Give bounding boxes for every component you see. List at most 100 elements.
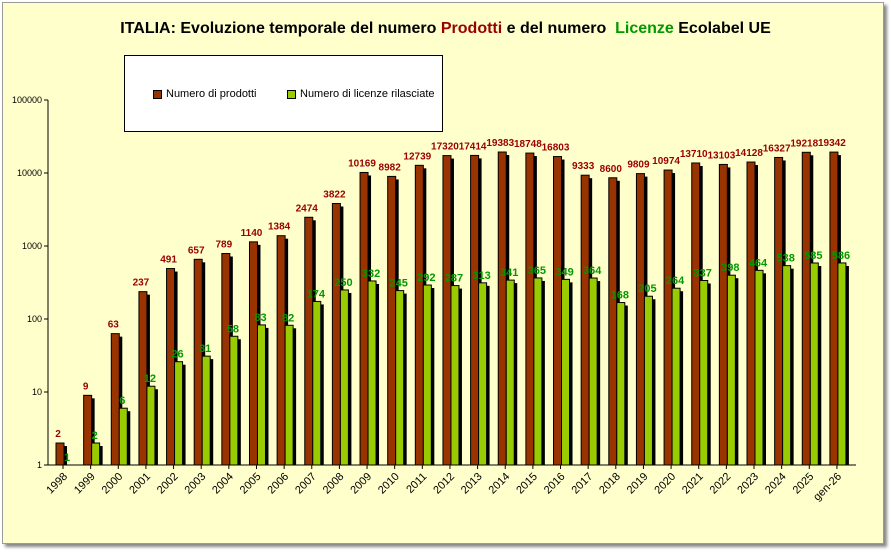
title-prodotti: Prodotti xyxy=(440,20,503,37)
bar-prodotti xyxy=(276,235,286,466)
x-tick-label: 2012 xyxy=(431,471,457,497)
legend-item-prodotti: Numero di prodotti xyxy=(153,88,257,100)
bar-licenze xyxy=(699,279,709,466)
x-tick-label: 2006 xyxy=(265,471,291,497)
data-label-licenze: 287 xyxy=(445,273,463,285)
bar-licenze xyxy=(754,269,764,466)
data-label-licenze: 168 xyxy=(611,290,629,302)
data-label-licenze: 292 xyxy=(417,272,435,284)
x-tick-label: 2016 xyxy=(542,471,568,497)
bar-licenze xyxy=(229,335,239,466)
legend-label: Numero di licenze rilasciate xyxy=(300,88,435,100)
bar-prodotti xyxy=(470,154,480,466)
bar-prodotti xyxy=(221,253,231,466)
bar-prodotti xyxy=(663,169,673,466)
data-label-prodotti: 2474 xyxy=(296,203,319,214)
bar-licenze xyxy=(339,289,349,466)
bar-prodotti xyxy=(580,174,590,466)
bar-prodotti xyxy=(331,202,341,466)
data-label-licenze: 332 xyxy=(362,268,380,280)
y-tick-label: 100000 xyxy=(12,95,42,105)
x-tick-label: 2011 xyxy=(404,471,429,496)
bar-licenze xyxy=(588,277,598,466)
bar-prodotti xyxy=(414,164,424,466)
legend: Numero di prodotti Numero di licenze ril… xyxy=(124,55,443,132)
x-tick-label: 2019 xyxy=(625,471,651,497)
bar-prodotti xyxy=(442,155,452,466)
data-label-prodotti: 2 xyxy=(55,429,61,440)
x-tick-label: 2023 xyxy=(735,471,761,497)
data-label-prodotti: 17414 xyxy=(459,141,487,152)
data-label-licenze: 538 xyxy=(776,253,794,265)
data-label-prodotti: 17320 xyxy=(431,142,459,153)
x-tick-label: 2003 xyxy=(183,471,209,497)
x-tick-label: 2004 xyxy=(210,471,236,497)
bar-prodotti xyxy=(387,175,397,466)
y-tick-label: 1000 xyxy=(22,241,42,251)
x-tick-label: 2013 xyxy=(459,471,485,497)
legend-swatch xyxy=(287,89,296,99)
bar-licenze xyxy=(312,300,322,466)
bar-licenze xyxy=(505,279,515,466)
bar-prodotti xyxy=(304,216,314,466)
data-label-prodotti: 19218 xyxy=(790,138,818,149)
data-label-licenze: 6 xyxy=(119,395,125,407)
data-label-prodotti: 10974 xyxy=(652,156,680,167)
bar-prodotti xyxy=(829,151,839,466)
x-tick-label: 1998 xyxy=(44,471,70,497)
bar-licenze xyxy=(478,282,488,466)
data-label-prodotti: 9333 xyxy=(572,161,595,172)
x-tick-label: 2014 xyxy=(487,471,513,497)
data-label-prodotti: 19342 xyxy=(818,138,846,149)
bar-licenze xyxy=(422,284,432,466)
data-label-prodotti: 18748 xyxy=(514,139,542,150)
data-label-licenze: 264 xyxy=(666,275,685,287)
bar-prodotti xyxy=(525,152,535,466)
data-label-prodotti: 1140 xyxy=(241,228,263,239)
data-label-prodotti: 8982 xyxy=(379,162,402,173)
data-label-licenze: 1 xyxy=(64,452,70,464)
bar-licenze xyxy=(118,407,128,466)
bar-licenze xyxy=(367,280,377,466)
bar-licenze xyxy=(450,285,460,466)
x-tick-label: 2017 xyxy=(569,471,595,497)
bar-licenze xyxy=(395,290,405,466)
data-label-licenze: 245 xyxy=(390,278,408,290)
data-label-licenze: 337 xyxy=(694,267,712,279)
data-label-licenze: 313 xyxy=(472,270,490,282)
data-label-licenze: 398 xyxy=(721,262,739,274)
data-label-prodotti: 19383 xyxy=(486,138,514,149)
x-tick-label: 2021 xyxy=(680,471,706,497)
bar-prodotti xyxy=(497,151,507,466)
data-label-prodotti: 12739 xyxy=(403,151,431,162)
x-tick-label: 2015 xyxy=(514,471,540,497)
x-tick-label: 2024 xyxy=(763,471,789,497)
data-label-prodotti: 657 xyxy=(188,245,205,256)
data-label-prodotti: 9809 xyxy=(627,160,650,171)
title-text: e del numero xyxy=(502,20,616,37)
data-label-prodotti: 16803 xyxy=(542,143,570,154)
bar-prodotti xyxy=(248,241,258,466)
y-tick-label: 10000 xyxy=(17,168,42,178)
x-tick-label: 2022 xyxy=(708,471,734,497)
data-label-licenze: 365 xyxy=(528,265,546,277)
bar-licenze xyxy=(837,262,847,466)
bar-licenze xyxy=(256,324,266,466)
data-label-prodotti: 237 xyxy=(133,278,150,289)
x-tick-label: 2002 xyxy=(155,471,181,497)
data-label-prodotti: 16327 xyxy=(763,143,791,154)
bar-licenze xyxy=(284,324,294,466)
data-label-prodotti: 13103 xyxy=(707,150,735,161)
x-tick-label: 2005 xyxy=(238,471,264,497)
bar-licenze xyxy=(91,442,101,466)
bar-licenze xyxy=(809,262,819,466)
bar-prodotti xyxy=(718,163,728,466)
y-tick-label: 10 xyxy=(32,387,42,397)
bar-prodotti xyxy=(166,268,176,466)
data-label-licenze: 364 xyxy=(583,265,602,277)
bar-prodotti xyxy=(193,258,203,466)
legend-swatch xyxy=(153,89,162,99)
data-label-prodotti: 789 xyxy=(215,240,232,251)
data-label-prodotti: 3822 xyxy=(323,189,346,200)
